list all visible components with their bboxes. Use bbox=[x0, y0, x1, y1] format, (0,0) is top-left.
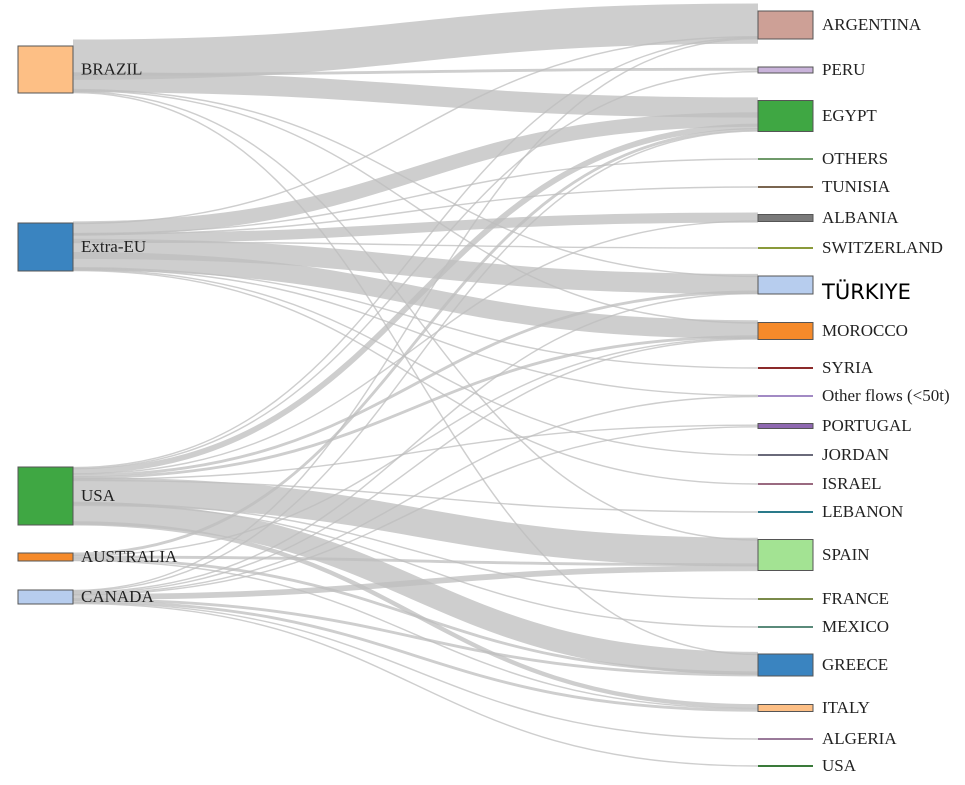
flow-link-usa-to-albania bbox=[72, 220, 759, 475]
target-node-spain bbox=[757, 539, 814, 571]
flow-link-extra-eu-to-others bbox=[72, 158, 759, 235]
target-node-turkiye bbox=[757, 275, 814, 295]
flow-link-canada-to-usa_dest bbox=[72, 602, 759, 767]
target-node-algeria bbox=[758, 738, 813, 740]
flow-link-canada-to-greece bbox=[72, 598, 759, 677]
flow-link-extra-eu-to-israel bbox=[72, 269, 759, 485]
target-label-syria: SYRIA bbox=[822, 358, 874, 377]
source-label-usa: USA bbox=[81, 486, 116, 505]
source-node-brazil bbox=[17, 45, 74, 94]
target-label-jordan: JORDAN bbox=[822, 445, 889, 464]
target-node-greece bbox=[757, 653, 814, 677]
flow-link-canada-to-algeria bbox=[72, 601, 759, 740]
flow-link-usa-to-morocco bbox=[72, 335, 759, 480]
target-label-peru: PERU bbox=[822, 60, 865, 79]
flow-link-usa-to-france bbox=[72, 502, 759, 600]
target-label-france: FRANCE bbox=[822, 589, 889, 608]
source-node-usa bbox=[17, 466, 74, 526]
flow-links bbox=[72, 3, 759, 767]
target-node-portugal bbox=[757, 423, 814, 429]
target-node-switzerland bbox=[758, 247, 813, 249]
flow-link-usa-to-egypt bbox=[72, 123, 759, 475]
flow-link-usa-to-peru bbox=[72, 70, 759, 470]
flow-link-brazil-to-egypt bbox=[72, 72, 759, 118]
flow-link-canada-to-other_flows bbox=[72, 395, 759, 595]
target-node-syria bbox=[758, 367, 813, 369]
source-label-canada: CANADA bbox=[81, 587, 154, 606]
target-label-italy: ITALY bbox=[822, 698, 870, 717]
flow-link-canada-to-morocco bbox=[72, 338, 759, 594]
source-label-extra-eu: Extra-EU bbox=[81, 237, 146, 256]
target-node-israel bbox=[758, 483, 813, 485]
target-label-lebanon: LEBANON bbox=[822, 502, 903, 521]
flow-link-canada-to-turkiye bbox=[72, 292, 759, 593]
flow-link-extra-eu-to-tunisia bbox=[72, 186, 759, 236]
flow-link-usa-to-argentina bbox=[72, 36, 759, 469]
flow-link-usa-to-portugal bbox=[72, 424, 759, 481]
source-node-extra-eu bbox=[17, 222, 74, 272]
source-label-australia: AUSTRALIA bbox=[81, 547, 178, 566]
flow-link-australia-to-italy bbox=[72, 559, 759, 710]
target-label-others: OTHERS bbox=[822, 149, 888, 168]
target-node-usa_dest bbox=[758, 765, 813, 767]
target-node-albania bbox=[757, 214, 814, 222]
flow-link-canada-to-italy bbox=[72, 599, 759, 712]
target-node-italy bbox=[757, 704, 814, 712]
flow-link-extra-eu-to-argentina bbox=[72, 36, 759, 225]
nodes bbox=[17, 10, 814, 767]
flow-link-australia-to-morocco bbox=[72, 337, 759, 557]
target-node-egypt bbox=[757, 100, 814, 132]
target-node-peru bbox=[757, 66, 814, 74]
flow-link-canada-to-argentina bbox=[72, 37, 759, 592]
target-label-algeria: ALGERIA bbox=[822, 729, 897, 748]
source-node-canada bbox=[17, 589, 74, 605]
target-label-switzerland: SWITZERLAND bbox=[822, 238, 943, 257]
flow-link-brazil-to-morocco bbox=[72, 89, 759, 324]
flow-link-usa-to-turkiye bbox=[72, 290, 759, 478]
target-label-tunisia: TUNISIA bbox=[822, 177, 891, 196]
target-node-jordan bbox=[758, 454, 813, 456]
flow-link-extra-eu-to-albania bbox=[72, 212, 759, 244]
flow-link-extra-eu-to-other_flows bbox=[72, 267, 759, 397]
target-label-argentina: ARGENTINA bbox=[822, 15, 922, 34]
flow-link-brazil-to-argentina bbox=[72, 3, 759, 80]
source-label-brazil: BRAZIL bbox=[81, 59, 142, 78]
target-label-morocco: MOROCCO bbox=[822, 321, 908, 340]
flow-link-extra-eu-to-egypt bbox=[72, 112, 759, 236]
flow-link-canada-to-spain bbox=[72, 565, 759, 600]
target-label-mexico: MEXICO bbox=[822, 617, 889, 636]
target-label-portugal: PORTUGAL bbox=[822, 416, 912, 435]
target-node-tunisia bbox=[758, 186, 813, 188]
target-label-albania: ALBANIA bbox=[822, 208, 899, 227]
target-node-others bbox=[758, 158, 813, 160]
flow-link-australia-to-spain bbox=[72, 555, 759, 567]
flow-link-usa-to-spain bbox=[72, 477, 759, 567]
target-node-lebanon bbox=[758, 511, 813, 513]
flow-link-extra-eu-to-syria bbox=[72, 267, 759, 369]
flow-link-brazil-to-greece bbox=[72, 91, 759, 656]
flow-link-usa-to-greece bbox=[72, 501, 759, 675]
target-node-argentina bbox=[757, 10, 814, 40]
target-label-other_flows: Other flows (<50t) bbox=[822, 386, 950, 405]
node-labels: BRAZIL Extra-EU USA AUSTRALIA CANADA ARGENTIN… bbox=[81, 15, 950, 775]
source-node-australia bbox=[17, 552, 74, 562]
flow-link-extra-eu-to-turkiye bbox=[72, 238, 759, 295]
flow-link-brazil-to-turkiye bbox=[72, 88, 759, 278]
flow-link-australia-to-egypt bbox=[72, 128, 759, 556]
flow-link-canada-to-portugal bbox=[72, 426, 759, 596]
target-label-israel: ISRAEL bbox=[822, 474, 882, 493]
target-node-france bbox=[758, 598, 813, 600]
target-label-spain: SPAIN bbox=[822, 545, 870, 564]
target-label-usa_dest: USA bbox=[822, 756, 857, 775]
target-label-greece: GREECE bbox=[822, 655, 888, 674]
target-label-turkiye: TÜRKIYE bbox=[821, 279, 911, 304]
target-node-morocco bbox=[757, 322, 814, 340]
flow-link-canada-to-egypt bbox=[72, 130, 759, 593]
target-node-mexico bbox=[758, 626, 813, 628]
target-node-other_flows bbox=[758, 395, 813, 397]
target-label-egypt: EGYPT bbox=[822, 106, 877, 125]
